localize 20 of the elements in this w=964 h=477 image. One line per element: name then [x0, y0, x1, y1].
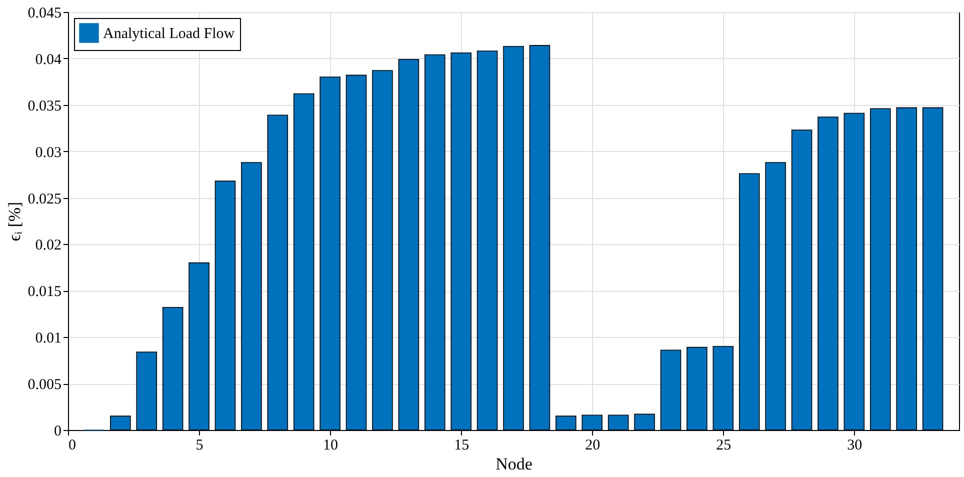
x-axis-title: Node: [496, 454, 532, 474]
y-tick-label: 0.03: [35, 144, 62, 161]
y-tick-label: 0.015: [28, 284, 62, 300]
x-tick-label: 20: [585, 438, 600, 454]
y-axis-title: ϵᵢ [%]: [4, 202, 24, 242]
y-tick-label: 0.025: [28, 191, 62, 208]
y-tick-label: 0.005: [28, 377, 62, 394]
x-tick-label: 30: [847, 438, 862, 454]
x-tick-label: 10: [323, 438, 338, 454]
x-tick-label: 15: [454, 438, 470, 454]
y-tick-label: 0: [54, 424, 62, 440]
y-tick-label: 0.02: [35, 238, 62, 254]
x-tick-label: 25: [716, 438, 732, 454]
x-tick-label: 5: [196, 438, 204, 454]
legend-label: Analytical Load Flow: [103, 26, 235, 42]
y-tick-label: 0.04: [35, 52, 62, 68]
y-tick-label: 0.035: [28, 98, 62, 114]
y-tick-label: 0.01: [35, 330, 62, 347]
y-tick-label: 0.045: [28, 6, 62, 22]
x-tick-label: 0: [68, 438, 76, 454]
